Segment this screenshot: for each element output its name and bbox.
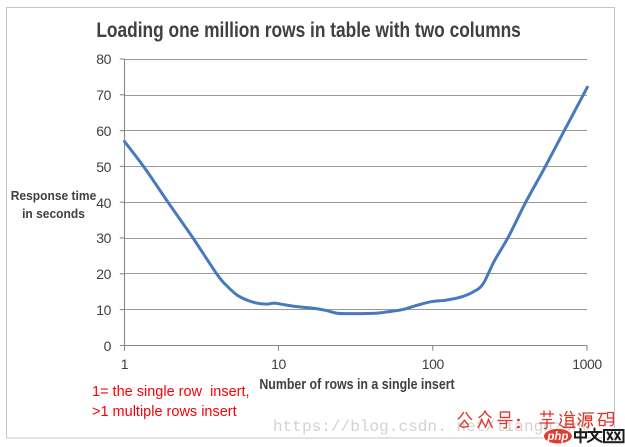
svg-text:php: php: [546, 431, 568, 443]
